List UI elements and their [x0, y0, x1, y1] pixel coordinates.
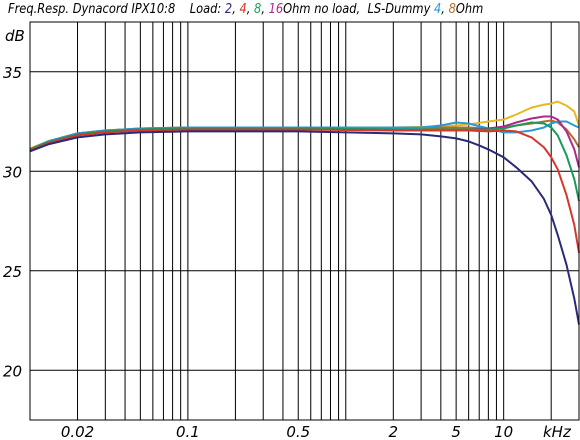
plot-frame: [29, 21, 580, 421]
y-axis-label: dB: [5, 27, 25, 45]
load-value-8: 8: [254, 2, 262, 17]
y-tick-label: 30: [3, 163, 22, 181]
x-axis-label: kHz: [543, 423, 572, 440]
chart-title: Freq.Resp. Dynacord IPX10:8 Load: 2, 4, …: [8, 2, 484, 17]
y-tick-label: 35: [3, 64, 22, 82]
dummy-value-4: 4: [434, 2, 442, 17]
title-dummy-label: LS-Dummy: [367, 2, 431, 17]
series-line-4: [29, 128, 580, 253]
grid: [30, 22, 579, 420]
load-value-4: 4: [239, 2, 247, 17]
load-value-2: 2: [224, 2, 233, 17]
x-tick-label: 0.5: [286, 423, 310, 440]
x-tick-label: 10: [494, 423, 513, 440]
dummy-value-8: 8: [448, 2, 456, 17]
x-tick-label: 0.1: [176, 423, 200, 440]
series-lines: [29, 100, 580, 325]
x-tick-label: 0.02: [61, 423, 94, 440]
y-tick-label: 20: [3, 362, 22, 380]
x-tick-label: 5: [451, 423, 461, 440]
title-load-label: Load:: [189, 2, 222, 17]
y-tick-label: 25: [3, 263, 22, 281]
series-line-2: [29, 130, 580, 325]
title-dummy-ohm: Ohm: [455, 2, 484, 17]
x-tick-label: 2: [389, 423, 399, 440]
load-value-16: 16: [268, 2, 284, 17]
title-ohm-text: Ohm no load,: [283, 2, 361, 17]
title-prefix: Freq.Resp. Dynacord IPX10:8: [8, 2, 176, 17]
